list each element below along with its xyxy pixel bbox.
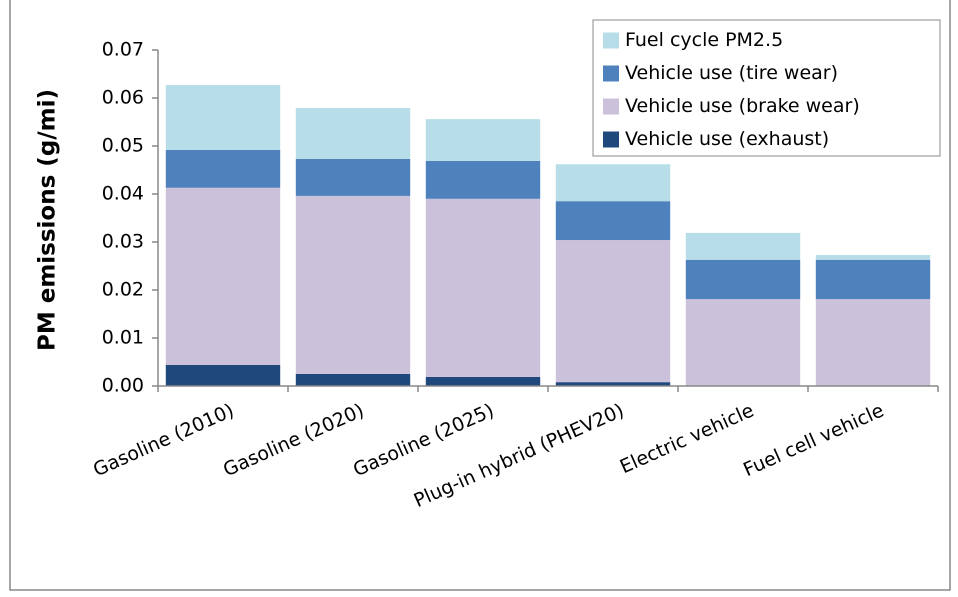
bar-segment xyxy=(555,164,671,202)
legend-label: Vehicle use (exhaust) xyxy=(625,128,829,150)
y-tick-label: 0.06 xyxy=(102,87,144,109)
bar-segment xyxy=(685,232,801,260)
bar-segment xyxy=(295,108,411,159)
legend-label: Vehicle use (brake wear) xyxy=(625,95,860,117)
bar-segment xyxy=(425,160,541,199)
bar-segment xyxy=(815,259,931,300)
legend-swatch xyxy=(603,32,619,49)
bar-segment xyxy=(425,376,541,386)
bar-segment xyxy=(165,149,281,188)
legend-swatch xyxy=(603,65,619,82)
bar-segment xyxy=(295,195,411,374)
y-tick-label: 0.03 xyxy=(102,231,144,253)
y-tick-label: 0.02 xyxy=(102,279,144,301)
y-tick-label: 0.07 xyxy=(102,39,144,61)
legend-label: Vehicle use (tire wear) xyxy=(625,62,838,84)
bar-segment xyxy=(555,240,671,383)
bar-segment xyxy=(555,201,671,241)
bar-segment xyxy=(425,198,541,377)
y-tick-label: 0.04 xyxy=(102,183,144,205)
y-tick-label: 0.00 xyxy=(102,375,144,397)
y-tick-label: 0.01 xyxy=(102,327,144,349)
legend-swatch xyxy=(603,131,619,148)
bar-segment xyxy=(555,382,671,386)
bar-segment xyxy=(295,374,411,386)
y-axis-label: PM emissions (g/mi) xyxy=(35,89,61,351)
legend-swatch xyxy=(603,98,619,115)
legend-box xyxy=(592,19,941,157)
bar-segment xyxy=(165,187,281,365)
bar-segment xyxy=(295,158,411,196)
bar-segment xyxy=(165,364,281,386)
bar-segment xyxy=(815,299,931,386)
bar-segment xyxy=(685,259,801,300)
bar-segment xyxy=(815,254,931,260)
bar-segment xyxy=(685,299,801,386)
bar-segment xyxy=(425,119,541,161)
legend-label: Fuel cycle PM2.5 xyxy=(625,29,783,51)
bar-segment xyxy=(165,85,281,150)
y-tick-label: 0.05 xyxy=(102,135,144,157)
